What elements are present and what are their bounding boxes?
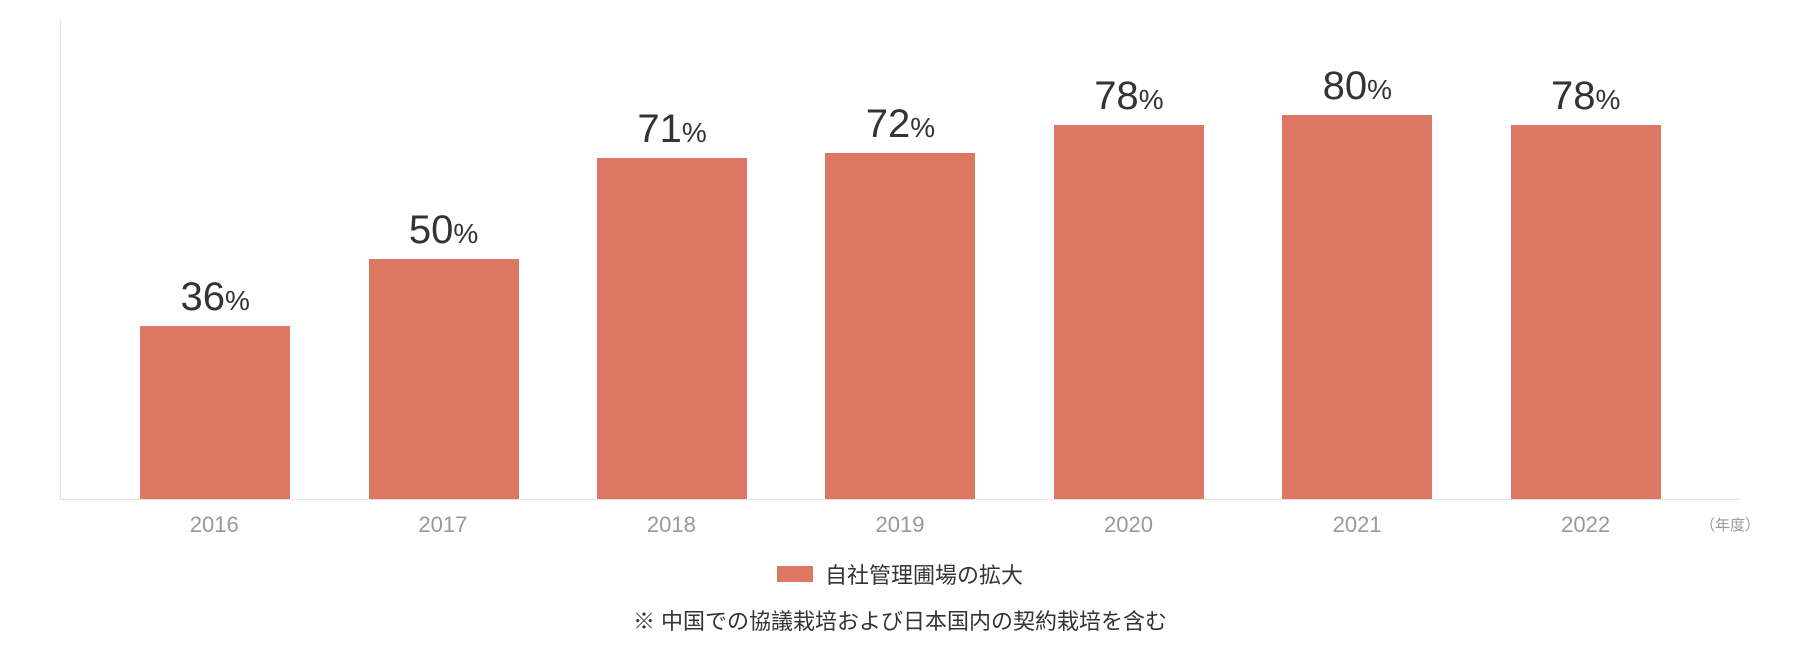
x-tick-label: 2022	[1506, 512, 1666, 538]
bar-value-number: 50	[409, 208, 454, 252]
bar-value-label: 80%	[1277, 64, 1437, 109]
bar	[1054, 125, 1204, 499]
bar-value-label: 36%	[135, 275, 295, 320]
legend: 自社管理圃場の拡大	[60, 558, 1740, 590]
x-axis-unit-label: （年度）	[1700, 514, 1760, 535]
x-tick-label: 2020	[1049, 512, 1209, 538]
bar-value-number: 71	[637, 107, 682, 151]
bar-group: 71%	[592, 20, 752, 499]
bar-value-label: 71%	[592, 107, 752, 152]
bar-value-number: 78	[1551, 74, 1596, 118]
bar-value-suffix: %	[225, 285, 250, 316]
x-tick-label: 2021	[1277, 512, 1437, 538]
bar-value-suffix: %	[682, 117, 707, 148]
bar-group: 50%	[364, 20, 524, 499]
x-tick-label: 2017	[363, 512, 523, 538]
bar-value-suffix: %	[1596, 84, 1621, 115]
bar-value-suffix: %	[910, 112, 935, 143]
bar-value-number: 80	[1323, 64, 1368, 108]
legend-label: 自社管理圃場の拡大	[825, 558, 1023, 590]
plot-area: 36%50%71%72%78%80%78%	[60, 20, 1740, 500]
x-tick-label: 2016	[134, 512, 294, 538]
bar-group: 78%	[1506, 20, 1666, 499]
bar-group: 80%	[1277, 20, 1437, 499]
bar	[1511, 125, 1661, 499]
x-tick-label: 2019	[820, 512, 980, 538]
bar-value-label: 78%	[1506, 74, 1666, 119]
bar-group: 36%	[135, 20, 295, 499]
bar	[140, 326, 290, 499]
bar-value-suffix: %	[1367, 74, 1392, 105]
bar	[369, 259, 519, 499]
bar-value-number: 72	[866, 102, 911, 146]
bar-group: 78%	[1049, 20, 1209, 499]
bar-value-label: 50%	[364, 208, 524, 253]
bar-value-label: 72%	[820, 102, 980, 147]
chart-container: 36%50%71%72%78%80%78% 201620172018201920…	[0, 0, 1800, 650]
bar-value-number: 78	[1094, 74, 1139, 118]
bar	[1282, 115, 1432, 499]
x-tick-label: 2018	[591, 512, 751, 538]
bar	[825, 153, 975, 499]
bar-value-label: 78%	[1049, 74, 1209, 119]
legend-swatch	[777, 566, 813, 582]
legend-row: 自社管理圃場の拡大	[60, 558, 1740, 590]
bar-value-number: 36	[181, 275, 226, 319]
x-axis: 2016201720182019202020212022（年度）	[60, 500, 1740, 538]
footnote: ※ 中国での協議栽培および日本国内の契約栽培を含む	[60, 604, 1740, 636]
bar	[597, 158, 747, 499]
bar-group: 72%	[820, 20, 980, 499]
bar-value-suffix: %	[1139, 84, 1164, 115]
bar-value-suffix: %	[453, 218, 478, 249]
